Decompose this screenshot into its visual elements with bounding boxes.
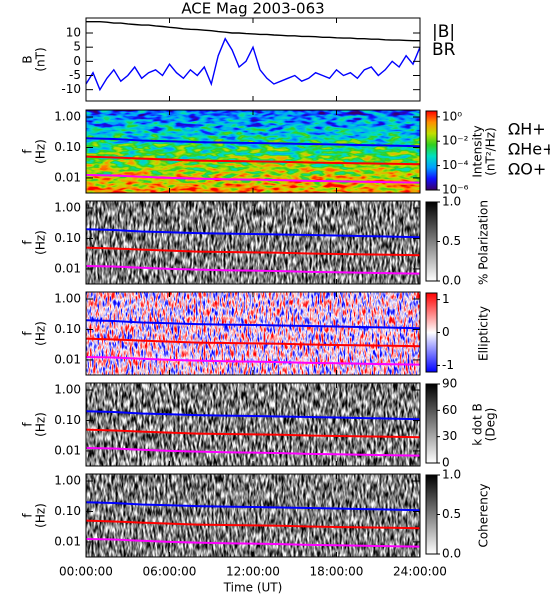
y-tick-label: 0.01 — [54, 170, 81, 184]
x-tick-label: 12:00:00 — [226, 565, 280, 579]
plot-frame — [85, 473, 421, 558]
gyrofrequency-line — [85, 337, 421, 348]
x-tick-label: 00:00:00 — [59, 565, 113, 579]
gyrofrequency-line — [85, 246, 421, 257]
colorbar-label: Ellipticity — [477, 306, 491, 361]
legend-entry: ΩO+ — [508, 160, 546, 179]
legend-entry: |B| — [432, 22, 455, 42]
gyrofrequency-line — [85, 174, 421, 184]
gyrofrequency-line — [85, 155, 421, 166]
colorbar-tick-label: 1 — [442, 292, 450, 306]
data-line — [85, 37, 421, 92]
y-axis-label: f — [21, 331, 35, 336]
colorbar-tick-label: 0 — [442, 325, 450, 339]
colorbar-label: Intensity — [471, 125, 485, 177]
colorbar-tick-label: -1 — [442, 358, 454, 372]
y-axis-label: f — [21, 513, 35, 518]
colorbar-tick-label: 10⁻² — [442, 134, 469, 148]
plot-frame — [85, 17, 421, 102]
gyrofrequency-line — [85, 228, 421, 239]
colorbar — [425, 201, 438, 282]
y-axis-label: f — [21, 149, 35, 154]
colorbar-tick-label: 1.0 — [442, 195, 461, 209]
colorbar-label: (nT²/Hz) — [484, 127, 498, 175]
colorbar-tick-label: 30 — [442, 429, 457, 443]
y-tick-label: 1.00 — [54, 474, 81, 488]
plot-background — [86, 18, 420, 101]
gyrofrequency-line — [85, 265, 421, 275]
gyrofrequency-line — [85, 538, 421, 548]
y-axis-label: (Hz) — [34, 230, 48, 255]
colorbar-tick-label: 10⁻⁶ — [442, 183, 469, 197]
plot-frame — [85, 200, 421, 285]
x-tick-label: 18:00:00 — [310, 565, 364, 579]
gyrofrequency-line — [85, 410, 421, 421]
y-tick-label: 1.00 — [54, 383, 81, 397]
y-tick-label: 0 — [73, 54, 81, 68]
x-axis-label: Time (UT) — [223, 581, 283, 595]
y-tick-label: 1.00 — [54, 110, 81, 124]
chart-title: ACE Mag 2003-063 — [181, 0, 324, 18]
colorbar-tick-label: 1.0 — [442, 468, 461, 482]
legend-entry: ΩH+ — [508, 120, 546, 139]
y-tick-label: 0.10 — [54, 413, 81, 427]
legend-entry: ΩHe+ — [508, 140, 550, 159]
plot-frame — [85, 382, 421, 467]
colorbar-tick-label: 10⁰ — [442, 109, 462, 123]
gyrofrequency-line — [85, 319, 421, 330]
colorbar-tick-label: 0.5 — [442, 234, 461, 248]
gyrofrequency-line — [85, 501, 421, 512]
y-axis-label: f — [21, 240, 35, 245]
colorbar-tick-label: 0.0 — [442, 547, 461, 561]
y-axis-label: (Hz) — [34, 503, 48, 528]
gyrofrequency-line — [85, 519, 421, 530]
y-tick-label: 1.00 — [54, 292, 81, 306]
colorbar — [425, 383, 438, 464]
colorbar-tick-label: 0 — [442, 456, 450, 470]
y-tick-label: 1.00 — [54, 201, 81, 215]
legend-entry: BR — [432, 40, 456, 60]
y-tick-label: 5 — [73, 40, 81, 54]
y-tick-label: -5 — [69, 68, 81, 82]
y-axis-label: f — [21, 422, 35, 427]
plot-frame — [85, 109, 421, 194]
plot-frame — [85, 291, 421, 376]
data-line — [86, 21, 420, 42]
colorbar-tick-label: 10⁻⁴ — [442, 158, 469, 172]
colorbar-label: k dot B — [471, 403, 485, 445]
y-tick-label: 0.10 — [54, 140, 81, 154]
colorbar-tick-label: 0.0 — [442, 274, 461, 288]
y-axis-label: (Hz) — [34, 321, 48, 346]
colorbar-tick-label: 90 — [442, 377, 457, 391]
y-axis-label: B — [21, 55, 35, 63]
y-tick-label: 0.01 — [54, 443, 81, 457]
gyrofrequency-line — [85, 137, 421, 148]
y-axis-label: (nT) — [34, 47, 48, 71]
y-tick-label: 0.10 — [54, 231, 81, 245]
y-tick-label: 0.01 — [54, 534, 81, 548]
colorbar — [425, 474, 438, 555]
y-tick-label: -10 — [61, 82, 81, 96]
colorbar-label: Coherency — [477, 483, 491, 547]
x-tick-label: 06:00:00 — [143, 565, 197, 579]
colorbar — [425, 110, 438, 191]
y-tick-label: 0.01 — [54, 261, 81, 275]
colorbar-label: % Polarization — [477, 200, 491, 285]
x-tick-label: 24:00:00 — [393, 565, 447, 579]
colorbar — [425, 292, 438, 373]
y-tick-label: 0.10 — [54, 322, 81, 336]
y-axis-label: (Hz) — [34, 412, 48, 437]
y-tick-label: 0.01 — [54, 352, 81, 366]
gyrofrequency-line — [85, 428, 421, 439]
gyrofrequency-line — [85, 447, 421, 457]
colorbar-tick-label: 0.5 — [442, 507, 461, 521]
y-tick-label: 0.10 — [54, 504, 81, 518]
y-tick-label: 10 — [66, 26, 81, 40]
gyrofrequency-line — [85, 356, 421, 366]
y-axis-label: (Hz) — [34, 139, 48, 164]
colorbar-tick-label: 60 — [442, 403, 457, 417]
colorbar-label: (Deg) — [484, 408, 498, 442]
